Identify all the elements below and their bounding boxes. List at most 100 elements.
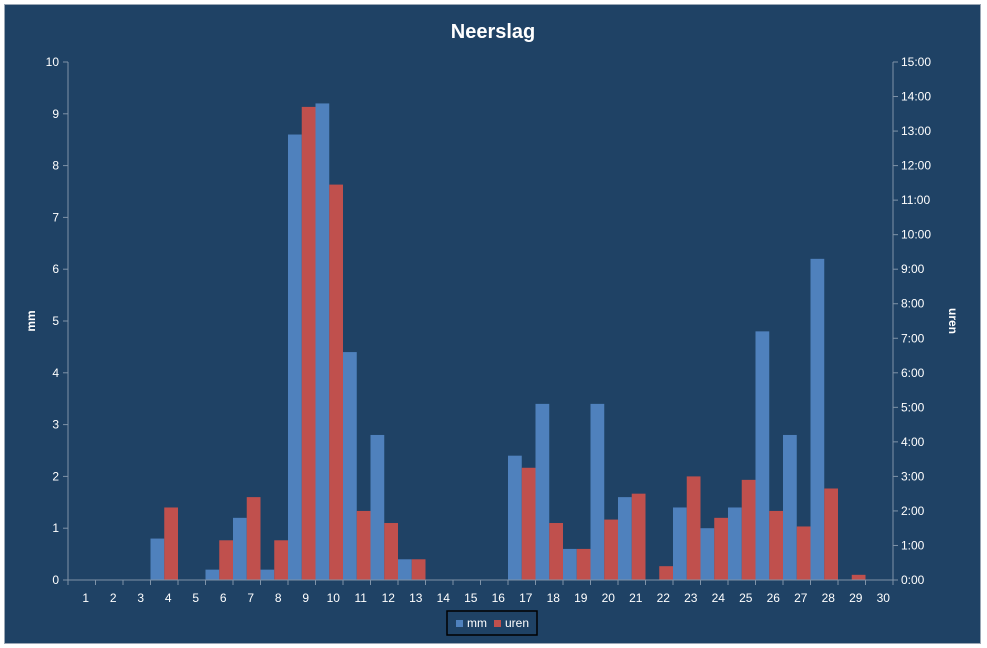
bar-uren-24 <box>714 517 728 580</box>
x-tick-label: 14 <box>437 591 451 605</box>
y2-tick-label: 11:00 <box>901 193 930 207</box>
y-tick-label: 7 <box>52 210 59 224</box>
bar-uren-26 <box>769 510 783 580</box>
ticks-layer: 0123456789100:001:002:003:004:005:006:00… <box>46 55 932 605</box>
x-tick-label: 6 <box>220 591 227 605</box>
legend-label-uren: uren <box>505 616 529 630</box>
bar-uren-17 <box>521 467 536 580</box>
x-tick-label: 8 <box>275 591 282 605</box>
bar-uren-18 <box>549 523 563 580</box>
x-tick-label: 4 <box>165 591 172 605</box>
bar-uren-20 <box>604 519 618 580</box>
y2-tick-label: 0:00 <box>901 573 925 587</box>
y-tick-label: 0 <box>52 573 59 587</box>
legend-swatch-uren <box>494 620 501 627</box>
bar-uren-12 <box>384 523 398 580</box>
bar-mm-18 <box>535 403 550 580</box>
bar-mm-26 <box>755 331 770 580</box>
bar-uren-7 <box>246 497 261 580</box>
bar-mm-24 <box>700 528 715 580</box>
bar-uren-11 <box>356 510 371 580</box>
bar-uren-22 <box>659 566 673 580</box>
x-tick-label: 2 <box>110 591 117 605</box>
y-tick-label: 8 <box>52 159 59 173</box>
bar-mm-19 <box>563 548 577 580</box>
x-tick-label: 24 <box>712 591 726 605</box>
bar-uren-25 <box>741 479 756 580</box>
x-tick-label: 17 <box>519 591 533 605</box>
y2-tick-label: 8:00 <box>901 297 925 311</box>
bar-mm-23 <box>673 507 687 580</box>
bar-uren-4 <box>164 507 178 580</box>
y2-tick-label: 2:00 <box>901 504 925 518</box>
bar-mm-8 <box>260 569 275 580</box>
bar-uren-19 <box>576 548 591 580</box>
y2-tick-label: 10:00 <box>901 228 931 242</box>
y-tick-label: 2 <box>52 469 59 483</box>
y2-tick-label: 4:00 <box>901 435 925 449</box>
x-tick-label: 20 <box>602 591 616 605</box>
y2-tick-label: 1:00 <box>901 538 925 552</box>
bar-uren-21 <box>631 493 646 580</box>
x-tick-label: 26 <box>767 591 781 605</box>
bar-uren-23 <box>686 476 701 580</box>
y2-tick-label: 6:00 <box>901 366 925 380</box>
bar-mm-12 <box>370 434 385 580</box>
bar-uren-9 <box>301 106 316 580</box>
x-tick-label: 15 <box>464 591 478 605</box>
bar-mm-25 <box>728 507 742 580</box>
x-tick-label: 29 <box>849 591 863 605</box>
x-tick-label: 18 <box>547 591 561 605</box>
x-tick-label: 10 <box>327 591 341 605</box>
bar-mm-20 <box>590 403 605 580</box>
x-tick-label: 28 <box>822 591 836 605</box>
bar-mm-4 <box>150 538 165 580</box>
bar-mm-28 <box>810 258 825 580</box>
bar-mm-13 <box>398 559 412 580</box>
y-tick-label: 6 <box>52 262 59 276</box>
x-tick-label: 5 <box>192 591 199 605</box>
legend: mm uren <box>446 610 538 636</box>
bar-uren-6 <box>219 540 233 580</box>
chart-title: Neerslag <box>451 21 536 43</box>
y2-tick-label: 5:00 <box>901 400 925 414</box>
bar-mm-21 <box>618 497 632 580</box>
bar-uren-10 <box>329 184 343 580</box>
x-tick-label: 13 <box>409 591 423 605</box>
x-tick-label: 30 <box>877 591 891 605</box>
x-tick-label: 7 <box>247 591 254 605</box>
y2-tick-label: 12:00 <box>901 159 931 173</box>
bar-uren-29 <box>851 574 866 580</box>
y-tick-label: 10 <box>46 55 60 69</box>
y2-tick-label: 14:00 <box>901 90 931 104</box>
y2-tick-label: 15:00 <box>901 55 931 69</box>
bar-mm-7 <box>233 517 247 580</box>
x-tick-label: 3 <box>137 591 144 605</box>
y-axis-title: mm <box>24 310 38 331</box>
x-tick-label: 19 <box>574 591 588 605</box>
bar-mm-11 <box>343 352 357 580</box>
legend-label-mm: mm <box>467 616 487 630</box>
x-tick-label: 16 <box>492 591 506 605</box>
x-tick-label: 25 <box>739 591 753 605</box>
x-tick-label: 9 <box>302 591 309 605</box>
y-tick-label: 5 <box>52 314 59 328</box>
x-tick-label: 22 <box>657 591 671 605</box>
bar-mm-27 <box>783 434 797 580</box>
y-tick-label: 3 <box>52 418 59 432</box>
bar-mm-9 <box>288 134 302 580</box>
y-tick-label: 9 <box>52 107 59 121</box>
bar-mm-17 <box>508 455 522 580</box>
y-tick-label: 1 <box>52 521 59 535</box>
bars-layer <box>150 103 866 580</box>
bar-uren-8 <box>274 540 288 580</box>
legend-swatch-mm <box>456 620 463 627</box>
x-tick-label: 27 <box>794 591 808 605</box>
y2-tick-label: 13:00 <box>901 124 931 138</box>
x-tick-label: 21 <box>629 591 643 605</box>
chart-svg: Neerslag 0123456789100:001:002:003:004:0… <box>24 21 960 636</box>
bar-mm-6 <box>205 569 220 580</box>
y2-tick-label: 7:00 <box>901 331 925 345</box>
bar-uren-13 <box>411 559 426 580</box>
chart-frame: Neerslag 0 1 2 3 4 5 6 7 8 9 10 0:00 1:00 2:00 3:00 4:0… <box>4 4 981 644</box>
